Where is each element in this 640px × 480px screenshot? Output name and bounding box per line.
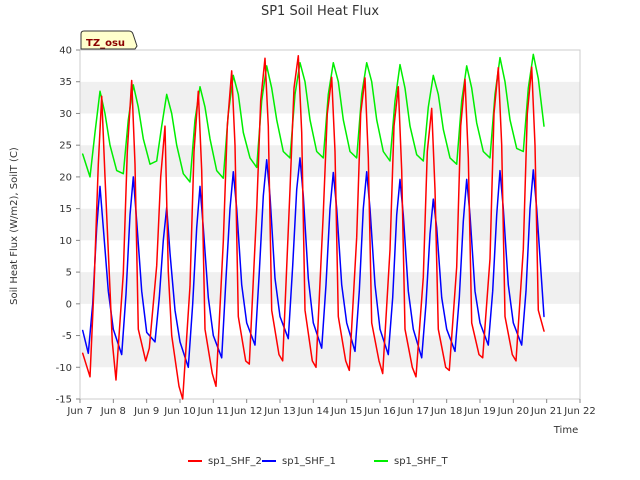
series-line-sp1_SHF_T (81, 53, 545, 183)
x-tick-label: Jun 22 (563, 406, 596, 417)
x-tick-label: Jun 15 (330, 406, 363, 417)
y-tick-label: -5 (62, 331, 72, 342)
x-tick-label: Jun 10 (163, 406, 196, 417)
x-tick-label: Jun 17 (397, 406, 430, 417)
series-lines (81, 53, 545, 400)
y-tick-label: 35 (59, 77, 72, 88)
y-tick-label: 30 (59, 109, 72, 120)
x-tick-label: Jun 21 (530, 406, 563, 417)
series-line-sp1_SHF_1 (81, 157, 545, 369)
y-axis-title: Soil Heat Flux (W/m2), SoilT (C) (9, 147, 20, 305)
x-axis-ticks: Jun 7 Jun 8 Jun 9 Jun 10 Jun 11 Jun 12 Jun 13 J… (66, 399, 596, 417)
legend: sp1_SHF_2 sp1_SHF_1 sp1_SHF_T (188, 456, 449, 467)
x-tick-label: Jun 16 (363, 406, 396, 417)
legend-label: sp1_SHF_2 (208, 456, 262, 467)
legend-item: sp1_SHF_1 (262, 456, 336, 467)
grid-band (80, 272, 580, 304)
y-tick-label: 20 (59, 172, 72, 183)
timezone-badge: TZ_osu (80, 30, 138, 50)
legend-label: sp1_SHF_1 (282, 456, 336, 467)
x-tick-label: Jun 12 (230, 406, 263, 417)
y-tick-label: -10 (56, 363, 72, 374)
grid-band (80, 113, 580, 146)
x-tick-label: Jun 14 (297, 406, 330, 417)
x-tick-label: Jun 18 (430, 406, 463, 417)
x-tick-label: Jun 20 (497, 406, 530, 417)
legend-item: sp1_SHF_2 (188, 456, 262, 467)
legend-label: sp1_SHF_T (394, 456, 449, 467)
y-tick-label: -15 (56, 395, 72, 406)
y-tick-label: 0 (66, 299, 72, 310)
grid-band (80, 335, 580, 368)
y-tick-label: 5 (66, 268, 72, 279)
x-tick-label: Jun 7 (66, 406, 92, 417)
y-tick-label: 40 (59, 46, 72, 57)
x-tick-label: Jun 11 (197, 406, 230, 417)
timezone-badge-label: TZ_osu (86, 38, 125, 49)
chart-title: SP1 Soil Heat Flux (261, 4, 379, 19)
x-tick-label: Jun 13 (263, 406, 296, 417)
y-tick-label: 15 (59, 204, 72, 215)
legend-item: sp1_SHF_T (374, 456, 449, 467)
grid-band (80, 367, 580, 399)
x-tick-label: Jun 9 (133, 406, 159, 417)
y-tick-label: 25 (59, 141, 72, 152)
x-tick-label: Jun 8 (100, 406, 126, 417)
x-axis-title: Time (553, 425, 578, 436)
x-tick-label: Jun 19 (463, 406, 496, 417)
grid-band (80, 303, 580, 336)
grid-band (80, 50, 580, 82)
y-tick-label: 10 (59, 236, 72, 247)
series-line-sp1_SHF_2 (81, 54, 545, 400)
y-axis-ticks: -15 -10 -5 0 5 10 15 20 25 30 35 40 (56, 46, 80, 406)
plot-frame (79, 49, 581, 400)
